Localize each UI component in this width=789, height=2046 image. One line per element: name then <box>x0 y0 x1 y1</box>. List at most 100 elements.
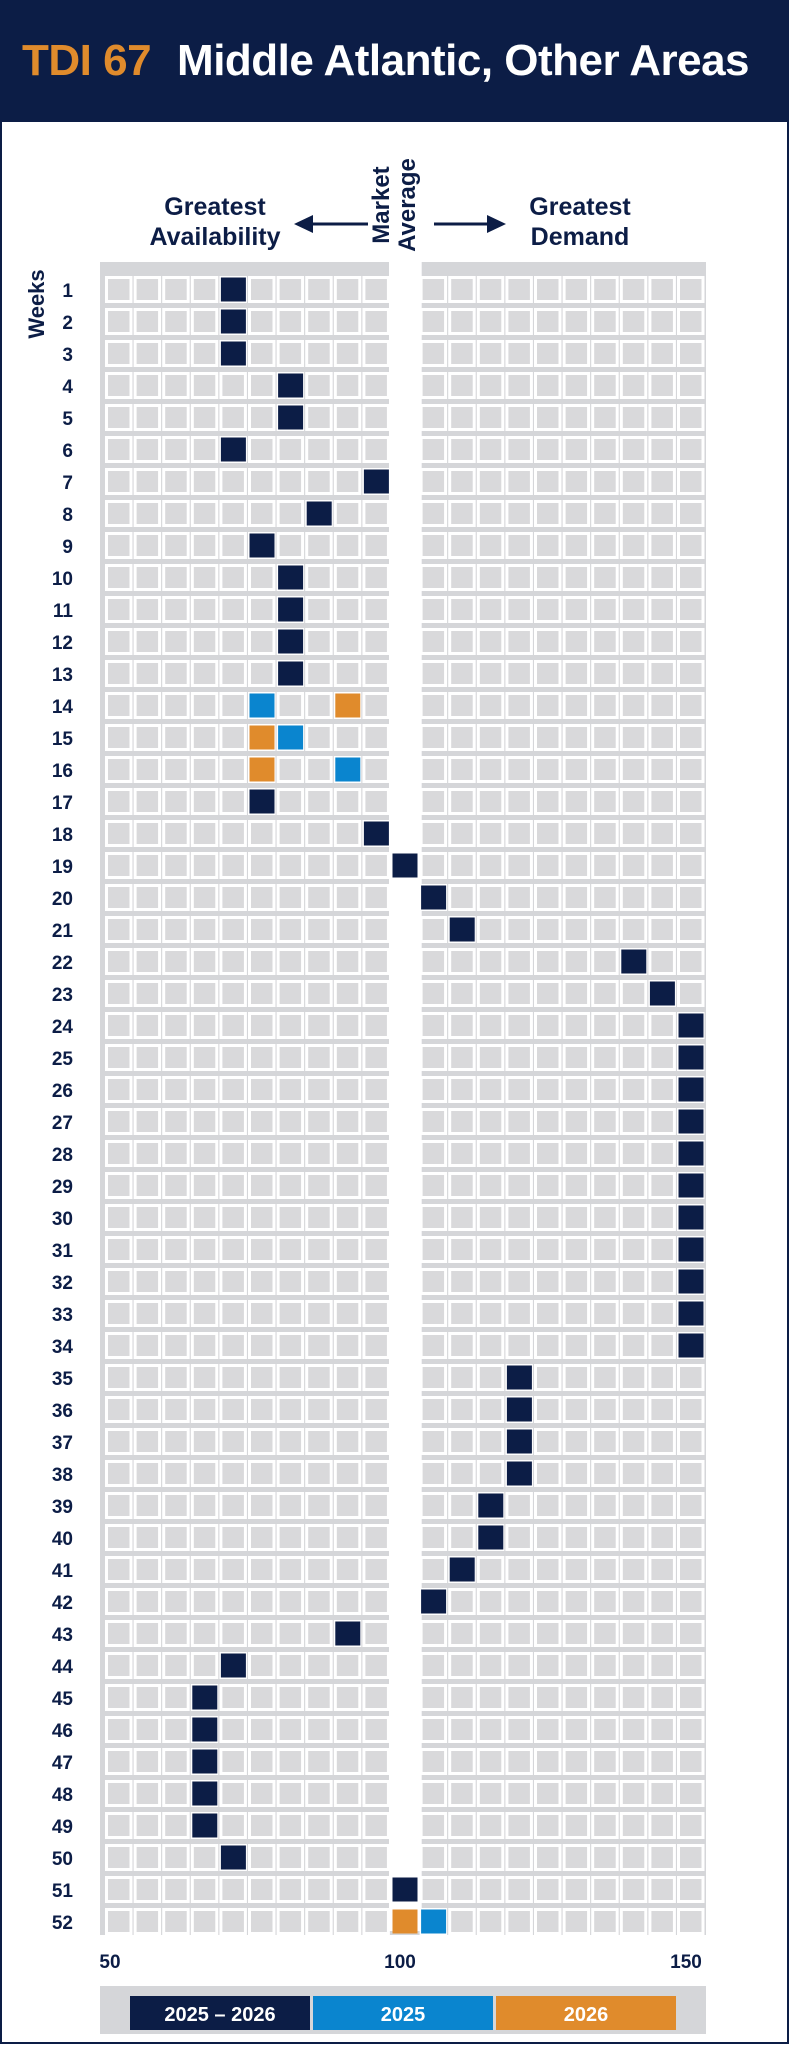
grid-cell <box>419 628 448 655</box>
data-cell-navy <box>449 1557 475 1582</box>
grid-cell <box>505 372 533 399</box>
grid-cell <box>133 1492 162 1519</box>
grid-cell <box>677 884 705 911</box>
week-label: 46 <box>52 1721 73 1742</box>
grid-cell <box>105 468 133 495</box>
grid-cell <box>677 788 705 815</box>
grid-cell <box>305 1748 333 1775</box>
grid-cell <box>448 1588 476 1615</box>
grid-cell <box>305 1460 333 1487</box>
grid-cell <box>162 884 190 911</box>
grid-cell <box>190 1588 219 1615</box>
grid-cell <box>677 372 705 399</box>
grid-cell <box>190 980 219 1007</box>
grid-cell <box>362 1204 390 1231</box>
grid-cell <box>162 1844 190 1871</box>
week-label: 15 <box>52 729 74 750</box>
grid-cell <box>534 692 562 719</box>
grid-cell <box>105 308 133 335</box>
grid-cell <box>190 1524 219 1551</box>
data-cell-navy <box>220 1845 246 1870</box>
grid-cell <box>505 1620 533 1647</box>
data-cell-navy <box>678 1141 704 1166</box>
grid-cell <box>362 404 390 431</box>
grid-cell <box>305 1812 333 1839</box>
grid-cell <box>362 1332 390 1359</box>
grid-cell <box>505 884 533 911</box>
grid-cell <box>476 1428 505 1455</box>
grid-cell <box>305 596 333 623</box>
grid-cell <box>419 564 448 591</box>
grid-cell <box>619 1300 648 1327</box>
grid-cell <box>534 1492 562 1519</box>
grid-cell <box>305 1492 333 1519</box>
week-label: 50 <box>52 1849 73 1870</box>
grid-cell <box>162 1268 190 1295</box>
grid-cell <box>476 628 505 655</box>
grid-cell <box>648 1236 676 1263</box>
grid-cell <box>448 1396 476 1423</box>
grid-cell <box>448 1332 476 1359</box>
grid-cell <box>333 628 362 655</box>
grid-cell <box>448 948 476 975</box>
grid-cell <box>162 564 190 591</box>
grid-cell <box>105 1172 133 1199</box>
grid-cell <box>619 788 648 815</box>
grid-cell <box>362 308 390 335</box>
grid-cell <box>276 884 305 911</box>
grid-cell <box>133 820 162 847</box>
grid-cell <box>619 1716 648 1743</box>
grid-cell <box>648 404 676 431</box>
week-label: 6 <box>62 441 73 462</box>
grid-cell <box>677 1524 705 1551</box>
grid-cell <box>648 596 676 623</box>
grid-cell <box>248 308 276 335</box>
grid-cell <box>105 1460 133 1487</box>
grid-cell <box>448 1908 476 1935</box>
grid-cell <box>105 820 133 847</box>
grid-cell <box>305 948 333 975</box>
grid-cell <box>619 276 648 303</box>
grid-cell <box>677 1396 705 1423</box>
grid-cell <box>105 1556 133 1583</box>
grid-cell <box>276 1332 305 1359</box>
grid-cell <box>591 1300 619 1327</box>
grid-cell <box>591 564 619 591</box>
grid-cell <box>305 1524 333 1551</box>
grid-cell <box>276 1556 305 1583</box>
grid-cell <box>190 468 219 495</box>
grid-cell <box>677 1908 705 1935</box>
grid-cell <box>419 1396 448 1423</box>
grid-cell <box>105 1012 133 1039</box>
grid-cell <box>276 852 305 879</box>
grid-cell <box>534 276 562 303</box>
grid-cell <box>276 1364 305 1391</box>
grid-cell <box>362 1268 390 1295</box>
grid-cell <box>362 372 390 399</box>
grid-cell <box>305 1364 333 1391</box>
grid-cell <box>333 596 362 623</box>
grid-cell <box>534 1204 562 1231</box>
grid-cell <box>162 1332 190 1359</box>
grid-cell <box>476 788 505 815</box>
grid-cell <box>562 1684 591 1711</box>
grid-cell <box>333 724 362 751</box>
data-cell-orange <box>335 693 361 718</box>
grid-cell <box>362 948 390 975</box>
grid-cell <box>648 1716 676 1743</box>
grid-cell <box>362 1044 390 1071</box>
grid-cell <box>677 1844 705 1871</box>
grid-cell <box>448 1236 476 1263</box>
grid-cell <box>190 1876 219 1903</box>
grid-cell <box>305 1428 333 1455</box>
week-label: 32 <box>52 1273 73 1294</box>
grid-cell <box>219 372 247 399</box>
grid-cell <box>133 1748 162 1775</box>
week-label: 23 <box>52 985 73 1006</box>
grid-cell <box>190 884 219 911</box>
grid-cell <box>591 1652 619 1679</box>
grid-cell <box>276 468 305 495</box>
grid-cell <box>619 1236 648 1263</box>
grid-cell <box>534 820 562 847</box>
grid-cell <box>362 500 390 527</box>
